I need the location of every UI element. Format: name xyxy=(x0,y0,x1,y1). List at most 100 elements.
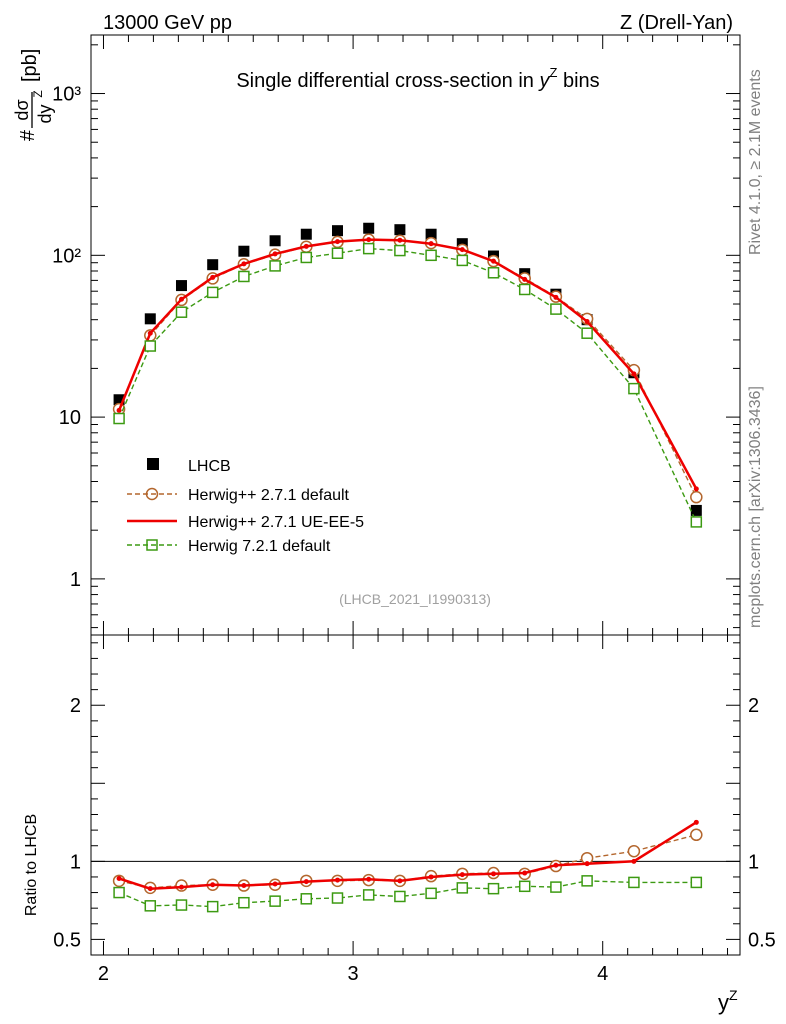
ratio-point-herwig-2-7-1-ue-ee-5 xyxy=(553,862,559,868)
main-point-lhcb xyxy=(690,504,702,516)
main-point-herwig-2-7-1-default xyxy=(690,490,703,504)
main-series-line-herwig-7-2-1-default xyxy=(118,247,697,523)
svg-text:#: # xyxy=(17,129,39,141)
main-point-herwig-2-7-1-ue-ee-5 xyxy=(428,241,434,247)
ratio-point-herwig-2-7-1-ue-ee-5 xyxy=(272,881,278,887)
ratio-point-herwig-7-2-1-default xyxy=(550,881,562,893)
legend-label-herwig7: Herwig 7.2.1 default xyxy=(188,538,331,555)
ratio-ytick-label-left: 1 xyxy=(70,851,81,873)
main-point-herwig-7-2-1-default xyxy=(456,254,469,267)
main-point-herwig-2-7-1-ue-ee-5 xyxy=(459,247,465,253)
ratio-ylabel: Ratio to LHCB xyxy=(23,814,40,916)
ratio-point-herwig-2-7-1-ue-ee-5 xyxy=(428,874,434,880)
ratio-point-herwig-2-7-1-ue-ee-5 xyxy=(116,876,122,882)
svg-text:Z: Z xyxy=(31,90,45,97)
legend: LHCB Herwig++ 2.7.1 default Herwig++ 2.7… xyxy=(127,458,364,555)
ratio-ytick-label-right: 0.5 xyxy=(748,929,776,951)
main-point-herwig-7-2-1-default xyxy=(269,260,281,272)
ratio-point-herwig-7-2-1-default xyxy=(518,880,531,893)
ratio-point-herwig-7-2-1-default xyxy=(331,892,344,904)
main-point-herwig-7-2-1-default xyxy=(300,251,313,264)
main-point-herwig-2-7-1-ue-ee-5 xyxy=(631,371,637,377)
ratio-point-herwig-7-2-1-default xyxy=(269,895,281,907)
main-series-line-herwig-2-7-1-ue-ee-5 xyxy=(117,238,698,490)
main-point-herwig-7-2-1-default xyxy=(362,242,375,255)
main-ytick-label: 10 xyxy=(59,407,81,429)
main-point-herwig-7-2-1-default xyxy=(581,327,593,339)
main-ytick-label: 10² xyxy=(52,245,81,267)
header-left: 13000 GeV pp xyxy=(103,12,232,34)
main-point-herwig-7-2-1-default xyxy=(394,244,406,257)
main-point-lhcb xyxy=(175,280,187,292)
main-point-herwig-2-7-1-ue-ee-5 xyxy=(147,330,153,336)
ratio-series-line-herwig-2-7-1-ue-ee-5 xyxy=(118,821,697,890)
main-point-herwig-2-7-1-ue-ee-5 xyxy=(366,237,372,243)
ratio-point-herwig-2-7-1-ue-ee-5 xyxy=(631,858,637,864)
main-point-herwig-7-2-1-default xyxy=(487,267,500,279)
main-point-herwig-2-7-1-ue-ee-5 xyxy=(241,261,247,267)
main-point-herwig-7-2-1-default xyxy=(206,286,219,299)
legend-marker-herwigpp-default xyxy=(145,487,159,501)
main-point-lhcb xyxy=(331,225,343,237)
main-point-herwig-7-2-1-default xyxy=(628,382,640,395)
ratio-point-herwig-7-2-1-default xyxy=(300,893,313,905)
ratio-point-herwig-7-2-1-default xyxy=(362,889,375,901)
legend-label-herwigpp-default: Herwig++ 2.7.1 default xyxy=(188,487,350,504)
main-ytick-label: 1 xyxy=(70,569,81,591)
main-point-lhcb xyxy=(300,228,312,240)
svg-text:dy: dy xyxy=(35,104,55,123)
header-right: Z (Drell-Yan) xyxy=(620,12,733,34)
ratio-point-herwig-2-7-1-ue-ee-5 xyxy=(241,883,247,889)
ratio-point-herwig-7-2-1-default xyxy=(425,887,437,900)
main-point-herwig-7-2-1-default xyxy=(238,270,250,283)
chart-title: Single differential cross-section in yZ … xyxy=(236,65,599,92)
ratio-point-herwig-2-7-1-default xyxy=(690,828,703,842)
xtick-label: 3 xyxy=(348,963,359,985)
legend-marker-lhcb xyxy=(147,458,159,470)
ratio-ytick-label-left: 2 xyxy=(70,695,81,717)
xtick-label: 4 xyxy=(597,963,608,985)
main-ytick-label: 10³ xyxy=(52,84,81,106)
main-point-herwig-7-2-1-default xyxy=(550,303,562,315)
main-point-herwig-7-2-1-default xyxy=(175,306,188,318)
ratio-ytick-label-right: 1 xyxy=(748,851,759,873)
ratio-point-herwig-2-7-1-ue-ee-5 xyxy=(491,871,497,877)
ratio-point-herwig-7-2-1-default xyxy=(144,900,157,912)
ratio-point-herwig-2-7-1-ue-ee-5 xyxy=(459,872,465,878)
main-point-herwig-2-7-1-ue-ee-5 xyxy=(522,276,528,282)
ratio-point-herwig-2-7-1-ue-ee-5 xyxy=(522,870,528,876)
main-point-lhcb xyxy=(113,394,125,406)
main-point-lhcb xyxy=(207,259,219,271)
main-point-herwig-2-7-1-ue-ee-5 xyxy=(272,251,278,257)
ratio-point-herwig-7-2-1-default xyxy=(113,886,125,899)
ratio-point-herwig-7-2-1-default xyxy=(581,875,593,887)
main-point-lhcb xyxy=(394,224,406,236)
ratio-point-herwig-7-2-1-default xyxy=(487,882,500,895)
main-point-herwig-2-7-1-ue-ee-5 xyxy=(491,258,497,264)
xtick-label: 2 xyxy=(98,963,109,985)
ratio-point-herwig-2-7-1-ue-ee-5 xyxy=(693,819,699,825)
main-point-herwig-2-7-1-ue-ee-5 xyxy=(553,294,559,300)
main-point-herwig-7-2-1-default xyxy=(331,247,344,259)
ratio-point-herwig-7-2-1-default xyxy=(238,896,250,909)
main-point-lhcb xyxy=(363,222,375,234)
legend-marker-herwig7 xyxy=(146,539,158,551)
ratio-point-herwig-2-7-1-ue-ee-5 xyxy=(147,886,153,892)
main-point-herwig-2-7-1-ue-ee-5 xyxy=(397,237,403,243)
ratio-point-herwig-2-7-1-ue-ee-5 xyxy=(210,882,216,888)
ratio-point-herwig-7-2-1-default xyxy=(456,882,469,894)
rivet-version-label: Rivet 4.1.0, ≥ 2.1M events xyxy=(747,69,764,255)
main-point-herwig-7-2-1-default xyxy=(144,340,157,352)
ratio-point-herwig-2-7-1-ue-ee-5 xyxy=(584,861,590,867)
analysis-watermark: (LHCB_2021_I1990313) xyxy=(339,591,491,607)
ratio-point-herwig-2-7-1-ue-ee-5 xyxy=(397,878,403,884)
ratio-ytick-label-right: 2 xyxy=(748,695,759,717)
main-point-herwig-2-7-1-ue-ee-5 xyxy=(584,318,590,324)
svg-text:[pb]: [pb] xyxy=(19,49,41,82)
ratio-plot-frame xyxy=(90,634,741,956)
main-point-herwig-2-7-1-ue-ee-5 xyxy=(116,407,122,413)
main-point-herwig-2-7-1-ue-ee-5 xyxy=(693,486,699,492)
legend-label-herwigpp-ueee5: Herwig++ 2.7.1 UE-EE-5 xyxy=(188,514,364,531)
main-point-herwig-7-2-1-default xyxy=(518,283,531,296)
ratio-point-herwig-2-7-1-ue-ee-5 xyxy=(303,879,309,885)
